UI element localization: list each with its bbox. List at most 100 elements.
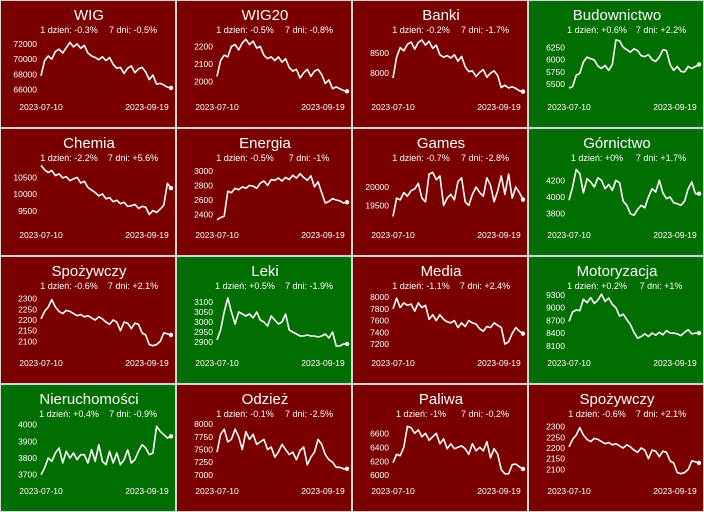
x-start-date: 2023-07-10 <box>547 102 591 112</box>
last-point-marker <box>344 466 350 472</box>
y-tick-label: 6000 <box>546 55 565 65</box>
x-end-date: 2023-09-19 <box>301 102 345 112</box>
x-start-date: 2023-07-10 <box>195 230 239 240</box>
last-point-marker <box>696 460 702 466</box>
chart-title: Energia <box>239 135 291 152</box>
week-change: 7 dni: +2.4% <box>460 281 510 291</box>
x-start-date: 2023-07-10 <box>547 486 591 496</box>
y-tick-label: 72000 <box>13 39 37 49</box>
y-tick-label: 2150 <box>18 326 37 336</box>
chart-panel: Spożywczy 1 dzień: -0.6% 7 dni: +2.1% 2300 2… <box>528 384 704 512</box>
y-tick-label: 2800 <box>194 180 213 190</box>
chart-panel: Paliwa 1 dzień: -1% 7 dni: -0.2% 6600 6400 62… <box>352 384 528 512</box>
x-end-date: 2023-09-19 <box>301 230 345 240</box>
y-tick-label: 6000 <box>370 470 389 480</box>
week-change: 7 dni: +5.6% <box>108 153 158 163</box>
x-start-date: 2023-07-10 <box>371 230 415 240</box>
last-point-marker <box>696 191 702 196</box>
x-end-date: 2023-09-19 <box>301 358 345 368</box>
week-change: 7 dni: -1.9% <box>285 281 333 291</box>
chart-title: Motoryzacja <box>577 263 659 280</box>
y-tick-label: 6400 <box>370 442 389 452</box>
y-tick-label: 8100 <box>546 341 565 351</box>
y-tick-label: 3700 <box>18 470 37 480</box>
x-start-date: 2023-07-10 <box>19 230 63 240</box>
y-tick-label: 66000 <box>13 84 37 94</box>
chart-title: Górnictwo <box>583 135 651 152</box>
x-start-date: 2023-07-10 <box>371 102 415 112</box>
series-line <box>216 172 348 221</box>
day-change: 1 dzień: -2.2% <box>40 153 98 163</box>
week-change: 7 dni: +1% <box>640 281 683 291</box>
chart-panel: WIG20 1 dzień: -0.5% 7 dni: -0.8% 2200 2100 2… <box>176 0 352 128</box>
y-tick-label: 3000 <box>194 317 213 327</box>
y-tick-label: 2600 <box>194 195 213 205</box>
x-end-date: 2023-09-19 <box>125 358 169 368</box>
chart-panel: Banki 1 dzień: -0.2% 7 dni: -1.7% 8500 8000 2… <box>352 0 528 128</box>
y-tick-label: 10500 <box>13 172 37 182</box>
day-change: 1 dzień: -1.1% <box>392 281 450 291</box>
x-start-date: 2023-07-10 <box>195 486 239 496</box>
chart-title: Budownictwo <box>573 7 661 24</box>
y-tick-label: 20000 <box>365 182 389 192</box>
series-line <box>216 297 347 347</box>
y-tick-label: 3800 <box>18 453 37 463</box>
week-change: 7 dni: -2.5% <box>285 409 333 419</box>
x-end-date: 2023-09-19 <box>477 230 521 240</box>
y-tick-label: 2400 <box>194 210 213 220</box>
day-change: 1 dzień: -0.5% <box>216 25 274 35</box>
day-change: 1 dzień: +0.4% <box>39 409 99 419</box>
last-point-marker <box>520 331 526 336</box>
y-tick-label: 2000 <box>194 77 213 87</box>
y-tick-label: 2300 <box>546 422 565 432</box>
y-tick-label: 19500 <box>365 200 389 210</box>
x-start-date: 2023-07-10 <box>19 358 63 368</box>
chart-title: Games <box>417 135 465 152</box>
last-point-marker <box>696 62 702 67</box>
week-change: 7 dni: -0.9% <box>109 409 157 419</box>
y-tick-label: 68000 <box>13 69 37 79</box>
y-tick-label: 8500 <box>370 48 389 58</box>
x-start-date: 2023-07-10 <box>19 102 63 112</box>
y-tick-label: 8000 <box>370 68 389 78</box>
x-end-date: 2023-09-19 <box>653 358 697 368</box>
x-end-date: 2023-09-19 <box>125 486 169 496</box>
y-tick-label: 2250 <box>546 432 565 442</box>
y-tick-label: 7500 <box>194 445 213 455</box>
last-point-marker <box>168 185 174 191</box>
y-tick-label: 7250 <box>194 457 213 467</box>
last-point-marker <box>344 341 350 347</box>
y-tick-label: 8400 <box>546 328 565 338</box>
y-tick-label: 5750 <box>546 67 565 77</box>
chart-panel: Leki 1 dzień: +0.5% 7 dni: -1.9% 3100 3050 30… <box>176 256 352 384</box>
day-change: 1 dzień: -0.1% <box>216 409 274 419</box>
week-change: 7 dni: +2.1% <box>636 409 686 419</box>
y-tick-label: 2300 <box>18 294 37 304</box>
y-tick-label: 2100 <box>18 336 37 346</box>
chart-panel: Chemia 1 dzień: -2.2% 7 dni: +5.6% 10500 100… <box>0 128 176 256</box>
week-change: 7 dni: -0.5% <box>109 25 157 35</box>
y-tick-label: 2900 <box>194 337 213 347</box>
y-tick-label: 2200 <box>194 41 213 51</box>
x-start-date: 2023-07-10 <box>547 358 591 368</box>
week-change: 7 dni: -0.8% <box>285 25 333 35</box>
series-line <box>568 426 700 475</box>
day-change: 1 dzień: -1% <box>396 409 446 419</box>
last-point-marker <box>520 466 526 472</box>
chart-title: WIG <box>74 7 104 24</box>
series-line <box>216 428 347 470</box>
series-line <box>216 38 348 93</box>
day-change: 1 dzień: -0.3% <box>40 25 98 35</box>
chart-title: Banki <box>422 7 460 24</box>
chart-title: Chemia <box>63 135 115 152</box>
